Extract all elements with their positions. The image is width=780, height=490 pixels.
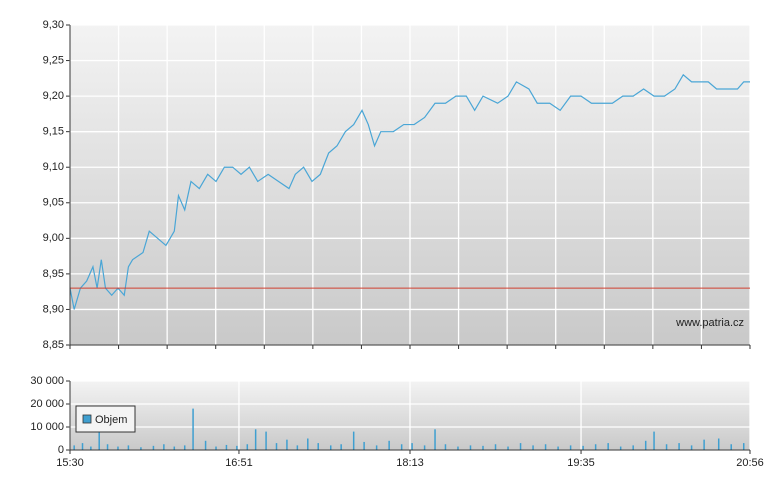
volume-bar (423, 445, 426, 450)
volume-bar (215, 446, 217, 450)
volume-bar (225, 444, 228, 450)
y-tick-label: 9,20 (43, 90, 64, 102)
volume-bar (632, 445, 634, 450)
volume-bar (519, 443, 522, 450)
volume-bar (730, 444, 732, 450)
volume-bar (286, 439, 288, 450)
volume-bar (717, 438, 720, 450)
volume-bar (375, 445, 378, 450)
volume-bar (140, 447, 142, 450)
watermark: www.patria.cz (675, 317, 744, 329)
volume-bar (644, 440, 647, 450)
volume-bar (457, 446, 459, 450)
volume-bar (607, 443, 609, 450)
volume-bar (594, 444, 597, 450)
volume-bar (569, 445, 572, 450)
volume-bar (388, 440, 390, 450)
y-tick-label: 10 000 (30, 421, 64, 433)
volume-bar (265, 431, 267, 450)
volume-bar (246, 444, 249, 450)
volume-bar (73, 445, 75, 450)
volume-bar (469, 445, 472, 450)
volume-bar (482, 445, 484, 450)
y-tick-label: 0 (58, 444, 64, 456)
volume-bar (665, 444, 668, 450)
volume-bar (411, 443, 413, 450)
volume-bar (444, 444, 447, 450)
volume-bar (317, 443, 319, 450)
volume-bar (81, 443, 84, 450)
volume-bar (678, 443, 680, 450)
volume-bar (173, 446, 176, 450)
volume-bar (582, 445, 584, 450)
volume-bar (204, 440, 207, 450)
volume-bar (183, 445, 186, 450)
volume-bar (742, 443, 745, 450)
y-tick-label: 9,00 (43, 232, 64, 244)
legend: Objem (75, 405, 136, 433)
volume-bar (90, 446, 92, 450)
y-tick-label: 9,15 (43, 126, 64, 138)
volume-bar (152, 445, 155, 450)
legend-swatch (82, 414, 92, 424)
volume-bar (98, 427, 100, 450)
x-tick-label: 16:51 (225, 457, 253, 469)
volume-bar (400, 444, 403, 450)
volume-bar (340, 444, 342, 450)
y-tick-label: 9,25 (43, 54, 64, 66)
volume-bar (352, 431, 355, 450)
volume-bar (236, 445, 238, 450)
y-tick-label: 9,10 (43, 161, 64, 173)
volume-bar (296, 445, 299, 450)
volume-bar (619, 446, 622, 450)
y-tick-label: 9,05 (43, 197, 64, 209)
volume-bar (192, 408, 194, 450)
volume-bar (703, 439, 705, 450)
x-tick-label: 20:56 (736, 457, 764, 469)
volume-bar (434, 429, 436, 450)
volume-bar (557, 446, 559, 450)
y-tick-label: 30 000 (30, 375, 64, 387)
x-tick-label: 18:13 (396, 457, 424, 469)
volume-bar (329, 445, 332, 450)
y-tick-label: 20 000 (30, 398, 64, 410)
y-tick-label: 8,85 (43, 339, 64, 351)
x-tick-label: 19:35 (567, 457, 595, 469)
x-tick-label: 15:30 (56, 457, 84, 469)
volume-bar (163, 444, 165, 450)
volume-bar (106, 444, 109, 450)
price-line (69, 73, 750, 310)
y-tick-label: 8,90 (43, 303, 64, 315)
volume-bar (275, 443, 278, 450)
volume-bar (532, 445, 534, 450)
volume-bar (507, 446, 509, 450)
volume-bar (544, 444, 547, 450)
y-tick-label: 8,95 (43, 268, 64, 280)
y-tick-label: 9,30 (43, 19, 64, 31)
legend-label: Objem (95, 414, 127, 426)
volume-bar (653, 431, 655, 450)
volume-bar (254, 429, 257, 450)
volume-bar (494, 444, 497, 450)
volume-bar (363, 441, 365, 450)
volume-bar (127, 445, 130, 450)
volume-bar (690, 445, 693, 450)
volume-bar (117, 446, 119, 450)
volume-bar (307, 438, 309, 450)
